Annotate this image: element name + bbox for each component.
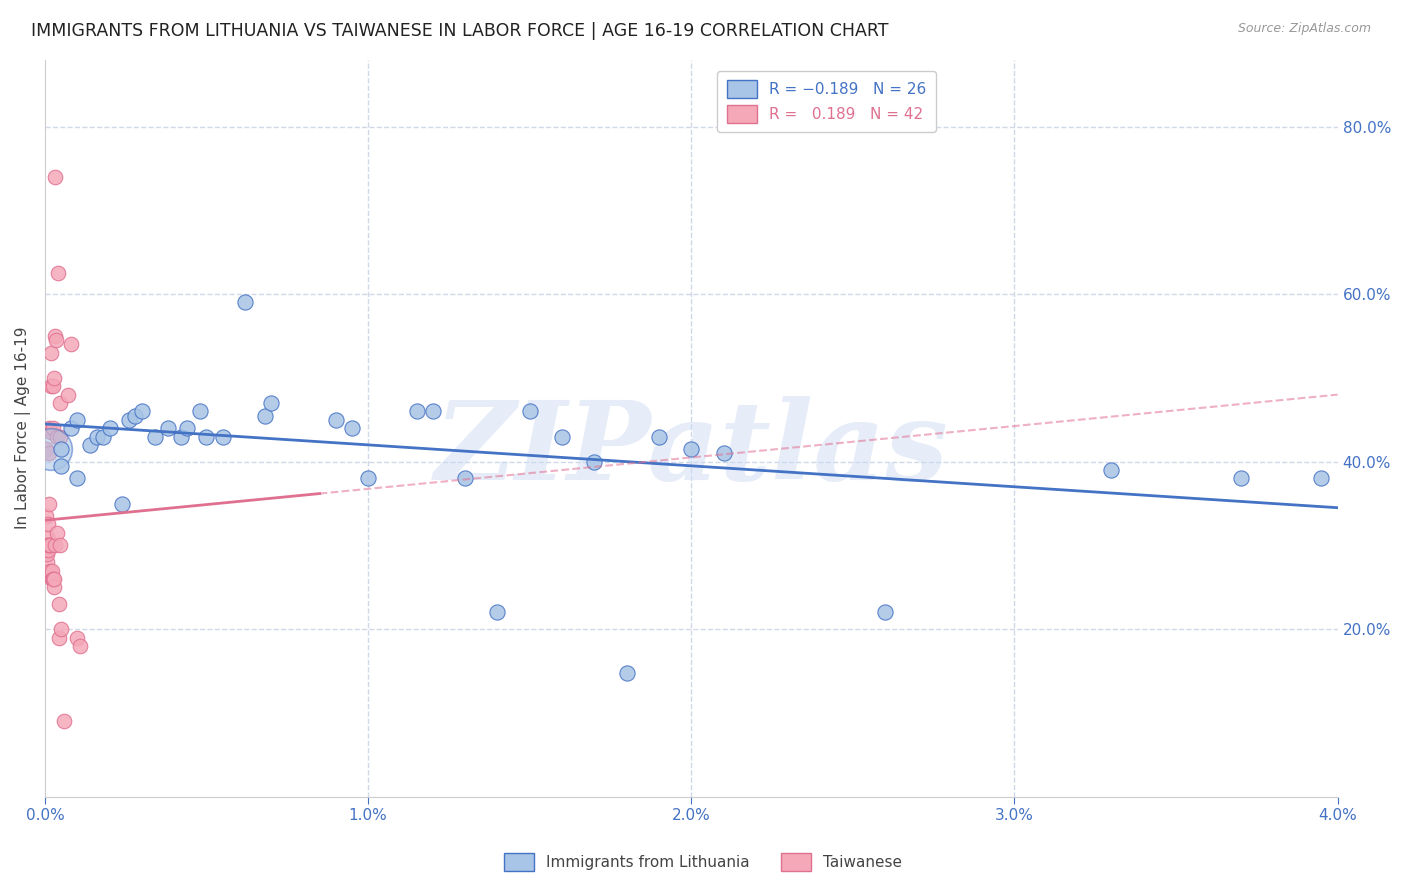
Point [66,471,89,485]
Legend: R = −0.189   N = 26, R =   0.189   N = 42: R = −0.189 N = 26, R = 0.189 N = 42 [717,71,936,132]
Point [38,446,60,460]
Point [49,396,72,410]
Point [1310,471,1333,485]
Point [59,421,82,435]
Point [42,580,65,594]
Point [39,345,62,359]
Point [49,458,72,473]
Point [41,379,63,393]
Point [37,538,59,552]
Point [176,421,198,435]
Point [131,404,153,418]
Point [98,421,121,435]
Point [233,295,256,310]
Point [59,337,82,351]
Point [56,387,79,401]
Point [325,413,347,427]
Point [1099,463,1122,477]
Point [583,455,606,469]
Point [357,471,380,485]
Text: Source: ZipAtlas.com: Source: ZipAtlas.com [1237,22,1371,36]
Point [195,429,218,443]
Point [34,509,56,524]
Point [48,266,70,280]
Point [111,496,134,510]
Point [49,622,72,636]
Point [69,639,91,653]
Point [49,429,72,443]
Point [37,538,59,552]
Point [37,547,59,561]
Point [260,396,283,410]
Point [253,409,276,423]
Point [42,572,65,586]
Point [66,631,89,645]
Point [42,371,65,385]
Point [46,429,69,443]
Legend: Immigrants from Lithuania, Taiwanese: Immigrants from Lithuania, Taiwanese [498,847,908,877]
Point [39,538,62,552]
Point [41,572,63,586]
Point [44,538,66,552]
Point [551,429,574,443]
Point [53,714,76,729]
Point [38,538,60,552]
Point [1229,471,1251,485]
Point [35,442,58,456]
Point [37,517,59,532]
Point [44,329,66,343]
Point [35,530,58,544]
Text: ZIPatlas: ZIPatlas [434,397,948,504]
Point [118,413,141,427]
Point [405,404,427,418]
Point [48,631,70,645]
Point [49,442,72,456]
Point [86,429,108,443]
Point [38,421,60,435]
Point [39,564,62,578]
Point [48,597,70,611]
Point [91,429,114,443]
Point [44,169,66,184]
Point [66,413,89,427]
Point [156,421,179,435]
Point [45,333,67,347]
Point [143,429,166,443]
Point [519,404,541,418]
Point [35,555,58,569]
Point [39,379,62,393]
Point [681,442,703,456]
Y-axis label: In Labor Force | Age 16-19: In Labor Force | Age 16-19 [15,326,31,529]
Point [37,542,59,557]
Point [41,425,63,440]
Point [41,564,63,578]
Point [713,446,735,460]
Point [486,606,509,620]
Point [454,471,477,485]
Point [124,409,146,423]
Point [616,665,638,680]
Point [79,438,101,452]
Point [46,525,69,540]
Point [41,442,63,456]
Point [340,421,363,435]
Point [188,404,211,418]
Text: IMMIGRANTS FROM LITHUANIA VS TAIWANESE IN LABOR FORCE | AGE 16-19 CORRELATION CH: IMMIGRANTS FROM LITHUANIA VS TAIWANESE I… [31,22,889,40]
Point [211,429,233,443]
Point [422,404,444,418]
Point [169,429,191,443]
Point [648,429,671,443]
Point [44,572,66,586]
Point [875,606,897,620]
Point [38,496,60,510]
Point [41,572,63,586]
Point [42,421,65,435]
Point [49,538,72,552]
